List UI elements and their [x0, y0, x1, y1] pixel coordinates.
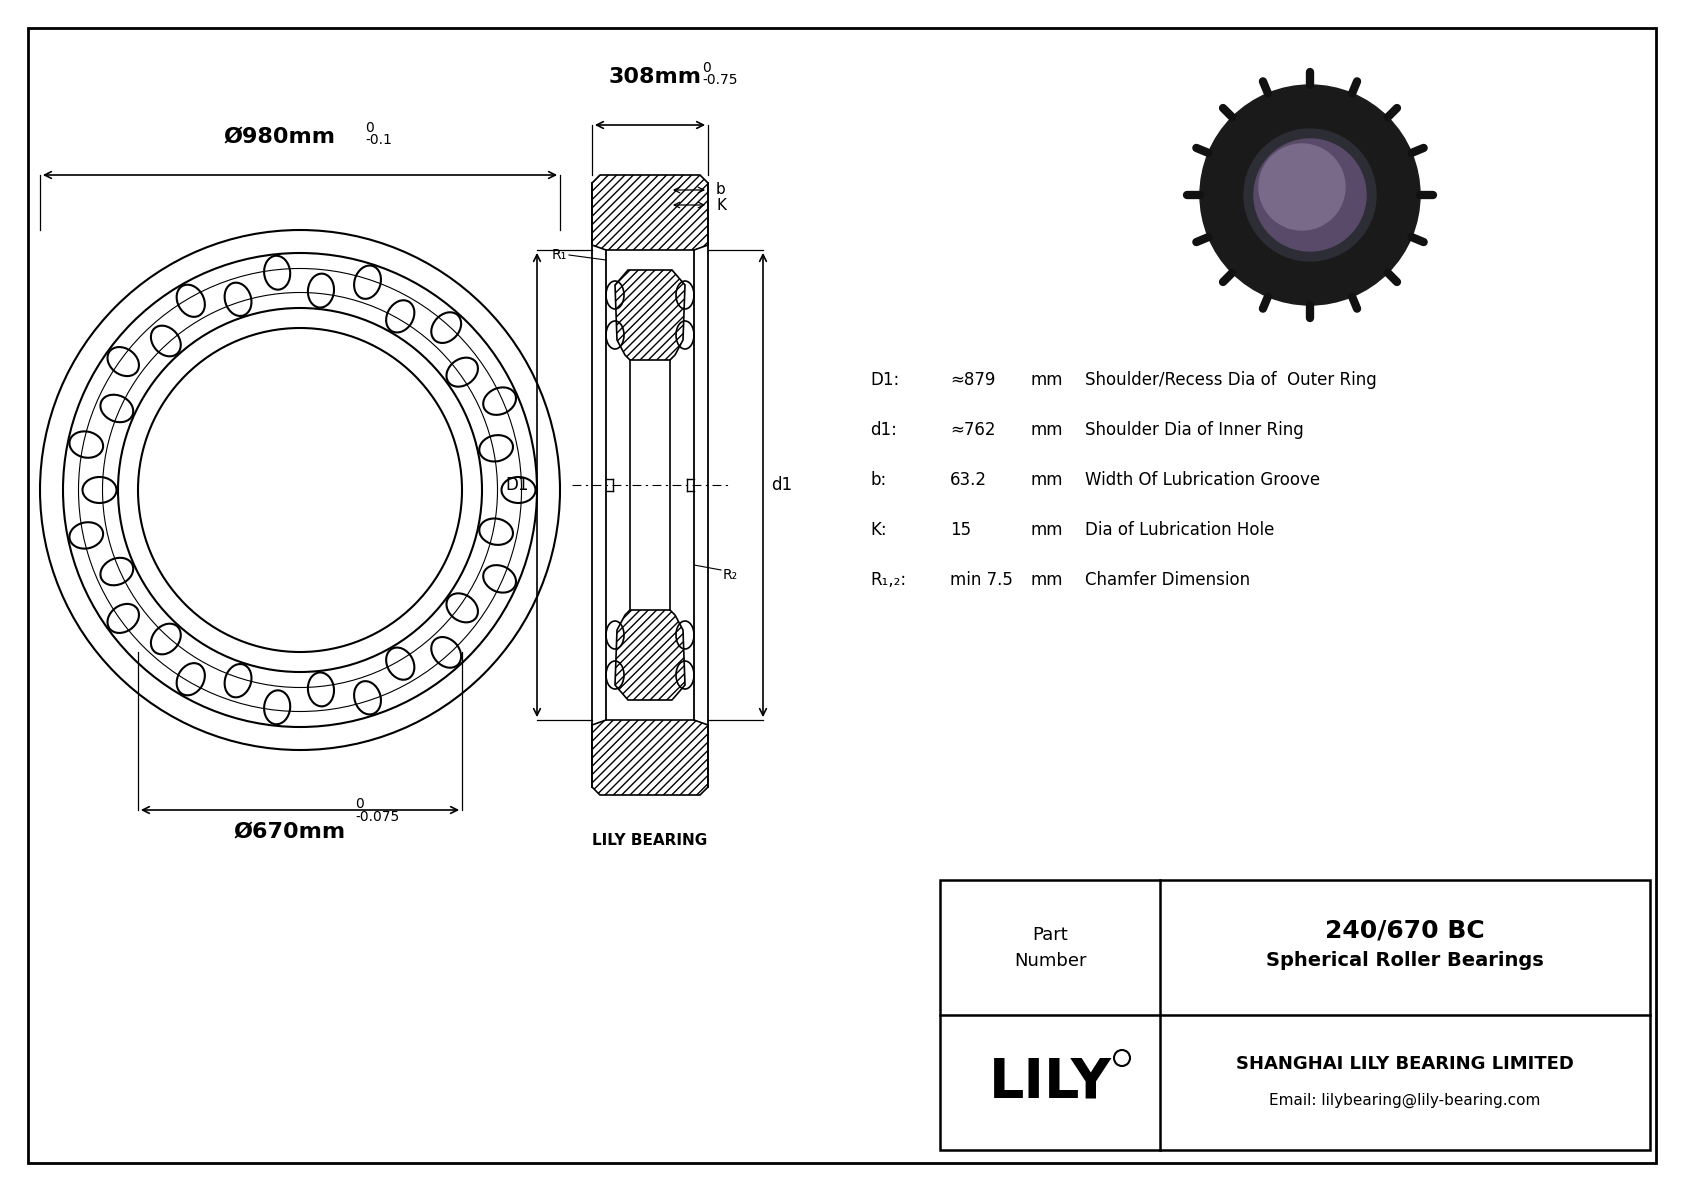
Text: Dia of Lubrication Hole: Dia of Lubrication Hole — [1084, 520, 1275, 540]
Text: -0.1: -0.1 — [365, 133, 392, 146]
Text: Shoulder Dia of Inner Ring: Shoulder Dia of Inner Ring — [1084, 420, 1303, 439]
Text: Part: Part — [1032, 925, 1068, 944]
Text: d1:: d1: — [871, 420, 898, 439]
Polygon shape — [593, 721, 707, 796]
Circle shape — [1255, 139, 1366, 251]
Text: R₁,₂:: R₁,₂: — [871, 570, 906, 590]
Text: R₁: R₁ — [552, 248, 568, 262]
Text: -0.075: -0.075 — [355, 810, 399, 824]
Text: Email: lilybearing@lily-bearing.com: Email: lilybearing@lily-bearing.com — [1270, 1092, 1541, 1108]
Text: D1:: D1: — [871, 372, 899, 389]
Text: D1: D1 — [505, 476, 529, 494]
Text: K:: K: — [871, 520, 886, 540]
Text: Shoulder/Recess Dia of  Outer Ring: Shoulder/Recess Dia of Outer Ring — [1084, 372, 1378, 389]
Text: ≈879: ≈879 — [950, 372, 995, 389]
Text: LILY BEARING: LILY BEARING — [593, 833, 707, 848]
Text: ≈762: ≈762 — [950, 420, 995, 439]
Text: Width Of Lubrication Groove: Width Of Lubrication Groove — [1084, 470, 1320, 490]
Text: mm: mm — [1031, 520, 1063, 540]
Text: mm: mm — [1031, 420, 1063, 439]
Text: mm: mm — [1031, 570, 1063, 590]
Polygon shape — [615, 610, 685, 700]
Text: 0: 0 — [702, 61, 711, 75]
Text: -0.75: -0.75 — [702, 73, 738, 87]
Text: mm: mm — [1031, 470, 1063, 490]
Text: SHANGHAI LILY BEARING LIMITED: SHANGHAI LILY BEARING LIMITED — [1236, 1055, 1575, 1073]
Polygon shape — [593, 175, 707, 250]
Text: 0: 0 — [365, 121, 374, 135]
Circle shape — [1201, 85, 1420, 305]
Text: d1: d1 — [771, 476, 791, 494]
Text: K: K — [716, 198, 726, 212]
Text: Spherical Roller Bearings: Spherical Roller Bearings — [1266, 952, 1544, 971]
Text: Chamfer Dimension: Chamfer Dimension — [1084, 570, 1250, 590]
Text: b:: b: — [871, 470, 886, 490]
Text: Number: Number — [1014, 952, 1086, 969]
Text: Ø670mm: Ø670mm — [234, 822, 347, 842]
Text: 0: 0 — [355, 797, 364, 811]
Polygon shape — [615, 270, 685, 360]
Text: Ø980mm: Ø980mm — [224, 127, 337, 146]
Text: LILY: LILY — [989, 1055, 1111, 1109]
Text: min 7.5: min 7.5 — [950, 570, 1012, 590]
Circle shape — [1244, 129, 1376, 261]
Circle shape — [1260, 144, 1346, 230]
Text: 240/670 BC: 240/670 BC — [1325, 919, 1485, 943]
Text: 63.2: 63.2 — [950, 470, 987, 490]
Bar — [940, 880, 1650, 1151]
Text: b: b — [716, 182, 726, 198]
Text: 15: 15 — [950, 520, 972, 540]
Text: 308mm: 308mm — [608, 67, 702, 87]
Text: mm: mm — [1031, 372, 1063, 389]
Text: R₂: R₂ — [722, 568, 738, 582]
